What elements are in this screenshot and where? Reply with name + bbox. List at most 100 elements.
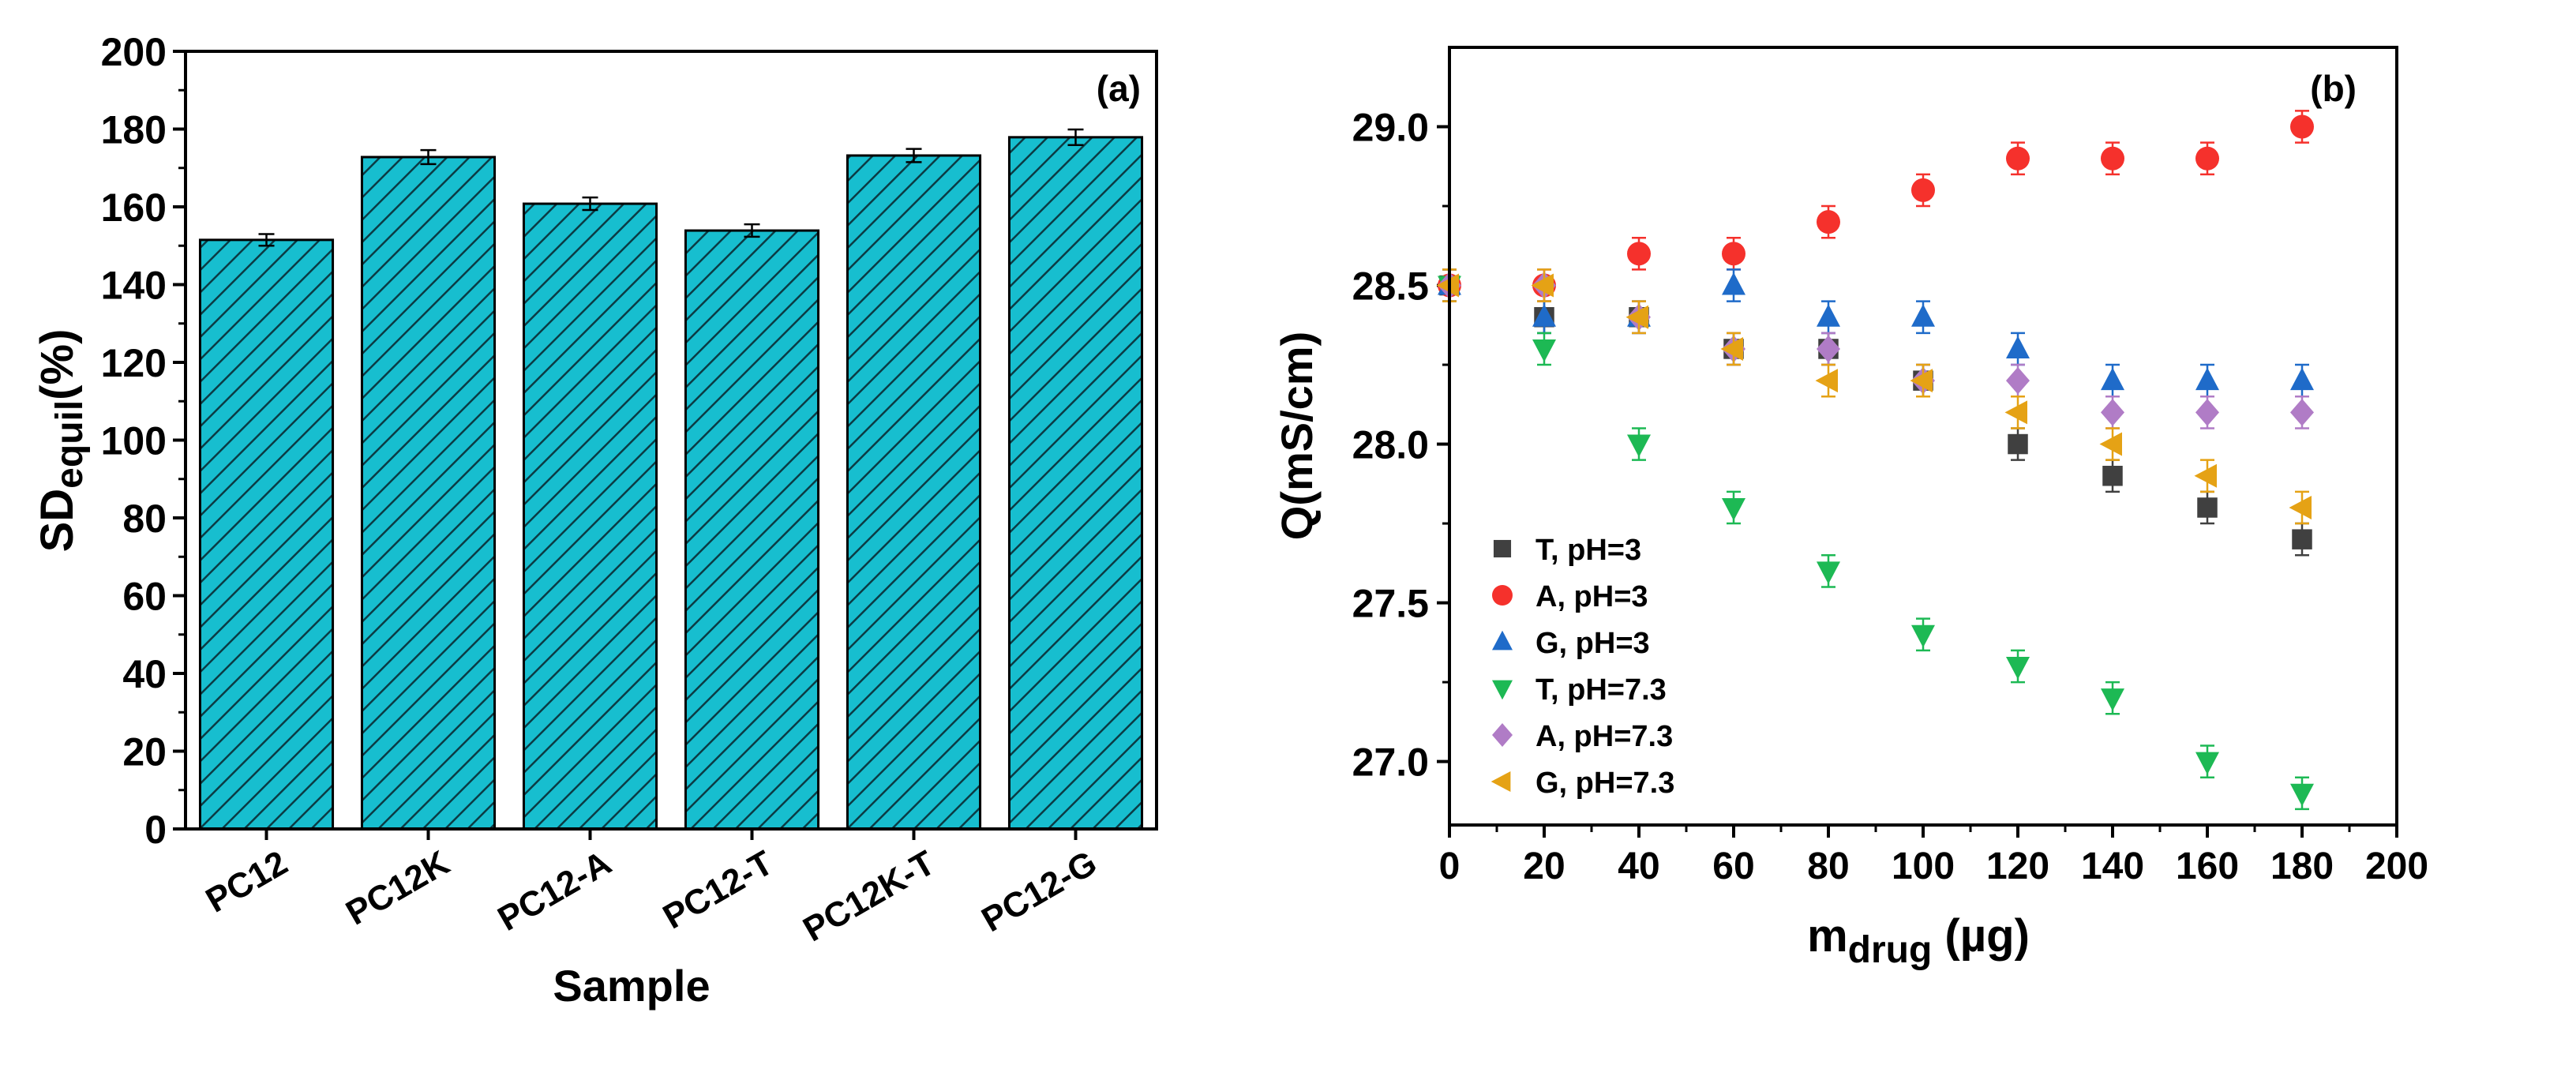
point-g-ph-7-3 <box>1815 369 1838 393</box>
point-a-ph-7-3 <box>2101 399 2124 426</box>
point-a-ph-3 <box>1722 242 1745 266</box>
panel-a-x-tick-label: PC12 <box>200 843 294 920</box>
point-t-ph-3 <box>2292 529 2312 549</box>
legend-label-a-ph-3: A, pH=3 <box>1535 580 1648 613</box>
legend-marker-a-ph-3 <box>1492 585 1513 606</box>
point-t-ph-3 <box>2197 497 2218 518</box>
point-t-ph-7-3 <box>1911 624 1935 648</box>
panel-b-legend: T, pH=3 A, pH=3 G, pH=3 T, pH=7.3 A, pH=7.3 G… <box>1490 534 1674 800</box>
panel-a-x-tick-label: PC12K <box>339 843 456 932</box>
panel-a-y-tick-label: 160 <box>101 186 167 230</box>
panel-b-x-tick-label: 60 <box>1712 846 1754 887</box>
point-a-ph-7-3 <box>2006 366 2030 395</box>
point-a-ph-3 <box>1627 242 1651 266</box>
bar-pc12-t <box>684 229 820 831</box>
point-t-ph-7-3 <box>2101 688 2124 711</box>
point-g-ph-7-3 <box>1625 305 1648 329</box>
point-a-ph-3 <box>2195 146 2219 171</box>
panel-a-y-tick-label: 140 <box>101 264 167 308</box>
point-g-ph-3 <box>1911 304 1935 327</box>
legend-marker-g-ph-3 <box>1492 630 1513 651</box>
panel-b-frame <box>1448 46 2398 827</box>
legend-label-g-ph-3: G, pH=3 <box>1535 627 1650 660</box>
panel-a-x-tick-label: PC12-T <box>657 843 780 936</box>
panel-b-x-tick-label: 120 <box>1986 846 2049 887</box>
point-a-ph-3 <box>2290 114 2314 139</box>
panel-a-y-tick-label: 40 <box>122 652 167 696</box>
panel-b-x-tick-label: 160 <box>2176 846 2239 887</box>
panel-b-y-axis-title: Q(mS/cm) <box>1272 332 1322 541</box>
legend-label-t-ph-7-3: T, pH=7.3 <box>1535 673 1667 707</box>
bar-pc12k <box>360 156 497 831</box>
panel-a-x-tick-label: PC12-G <box>975 843 1103 939</box>
panel-b-x-tick-label: 200 <box>2365 846 2428 887</box>
panel-b-label: (b) <box>2310 68 2357 109</box>
bar-pc12k-t <box>846 154 982 831</box>
panel-a-x-tick-label: PC12K-T <box>797 843 941 949</box>
point-g-ph-7-3 <box>1436 273 1459 298</box>
panel-a-y-ticks: 0 20 40 60 80 100 120 140 160 180 200 <box>101 30 186 852</box>
bar-pc12-a <box>522 202 658 831</box>
point-g-ph-7-3 <box>2099 432 2122 456</box>
panel-a-y-tick-label: 80 <box>122 497 167 541</box>
point-g-ph-3 <box>1532 304 1556 327</box>
point-t-ph-7-3 <box>2195 752 2219 775</box>
point-a-ph-3 <box>2006 146 2030 171</box>
panel-a-y-tick-label: 120 <box>101 341 167 385</box>
point-t-ph-3 <box>2102 466 2123 486</box>
legend-marker-g-ph-7-3 <box>1490 771 1511 792</box>
legend-marker-t-ph-3 <box>1493 539 1512 558</box>
panel-b-x-axis-title: mdrug (µg) <box>1807 910 2030 971</box>
panel-a-x-tick-label: PC12-A <box>491 843 617 939</box>
panel-b-x-tick-label: 20 <box>1523 846 1565 887</box>
point-a-ph-3 <box>1817 210 1840 234</box>
panel-a-y-tick-label: 200 <box>101 30 167 74</box>
point-a-ph-7-3 <box>1817 335 1840 363</box>
panel-b-x-tick-label: 0 <box>1439 846 1460 887</box>
panel-b-y-tick-label: 28.0 <box>1352 423 1429 467</box>
point-a-ph-3 <box>2101 146 2124 171</box>
panel-a-x-ticks: PC12 PC12K PC12-A PC12-T PC12K-T PC12-G <box>200 829 1104 949</box>
panel-a-x-axis-title: Sample <box>553 961 710 1011</box>
panel-b-x-tick-label: 80 <box>1807 846 1849 887</box>
point-t-ph-7-3 <box>1722 497 1745 521</box>
point-g-ph-3 <box>1722 272 1745 295</box>
point-g-ph-7-3 <box>2004 400 2027 425</box>
point-g-ph-7-3 <box>1720 336 1743 361</box>
point-t-ph-7-3 <box>1532 339 1556 362</box>
panel-a-y-tick-label: 0 <box>144 808 167 852</box>
panel-a-y-tick-label: 100 <box>101 419 167 463</box>
panel-a-bars <box>198 128 1144 831</box>
panel-b-y-tick-label: 28.5 <box>1352 264 1429 309</box>
panel-b-x-tick-label: 100 <box>1892 846 1955 887</box>
panel-b-x-tick-label: 180 <box>2270 846 2334 887</box>
panel-b-y-tick-label: 27.5 <box>1352 582 1429 626</box>
point-g-ph-3 <box>2101 367 2124 391</box>
panel-b-x-tick-label: 140 <box>2081 846 2144 887</box>
point-a-ph-3 <box>1911 178 1935 202</box>
point-g-ph-3 <box>2290 367 2314 391</box>
panel-a-y-tick-label: 60 <box>122 575 167 619</box>
point-g-ph-7-3 <box>2194 463 2217 488</box>
point-t-ph-7-3 <box>2006 656 2030 680</box>
panel-a-y-tick-label: 20 <box>122 730 167 774</box>
point-g-ph-7-3 <box>2289 495 2312 519</box>
point-t-ph-7-3 <box>2290 783 2314 807</box>
panel-a-label: (a) <box>1097 68 1141 109</box>
panel-b-y-ticks: 27.0 27.5 28.0 28.5 29.0 <box>1352 106 1449 785</box>
panel-b-x-tick-label: 40 <box>1618 846 1659 887</box>
point-a-ph-7-3 <box>2195 399 2219 426</box>
panel-b-x-ticks: 0 20 40 60 80 100 120 140 160 180 200 <box>1439 825 2428 887</box>
legend-label-a-ph-7-3: A, pH=7.3 <box>1535 720 1673 753</box>
point-g-ph-3 <box>2195 367 2219 391</box>
legend-label-t-ph-3: T, pH=3 <box>1535 534 1641 567</box>
panel-b-y-tick-label: 27.0 <box>1352 741 1429 785</box>
panel-b-y-tick-label: 29.0 <box>1352 106 1429 150</box>
point-g-ph-7-3 <box>1910 369 1933 393</box>
point-t-ph-7-3 <box>1627 434 1651 458</box>
point-t-ph-3 <box>2008 433 2028 455</box>
legend-marker-a-ph-7-3 <box>1492 723 1513 747</box>
panel-b-scatter-chart: 27.0 27.5 28.0 28.5 29.0 0 20 40 60 80 100 120 140 1… <box>1272 46 2428 971</box>
bar-pc12 <box>198 238 335 831</box>
